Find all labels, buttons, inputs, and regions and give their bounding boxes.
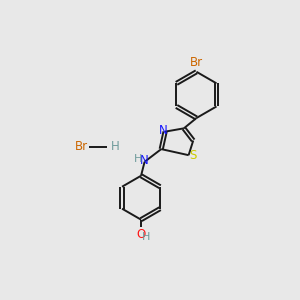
Text: O: O xyxy=(136,228,146,241)
Text: H: H xyxy=(134,154,142,164)
Text: S: S xyxy=(189,149,196,162)
Text: Br: Br xyxy=(75,140,88,153)
Text: Br: Br xyxy=(190,56,203,69)
Text: H: H xyxy=(111,140,120,153)
Text: N: N xyxy=(159,124,168,137)
Text: N: N xyxy=(140,154,149,167)
Text: H: H xyxy=(142,232,151,242)
